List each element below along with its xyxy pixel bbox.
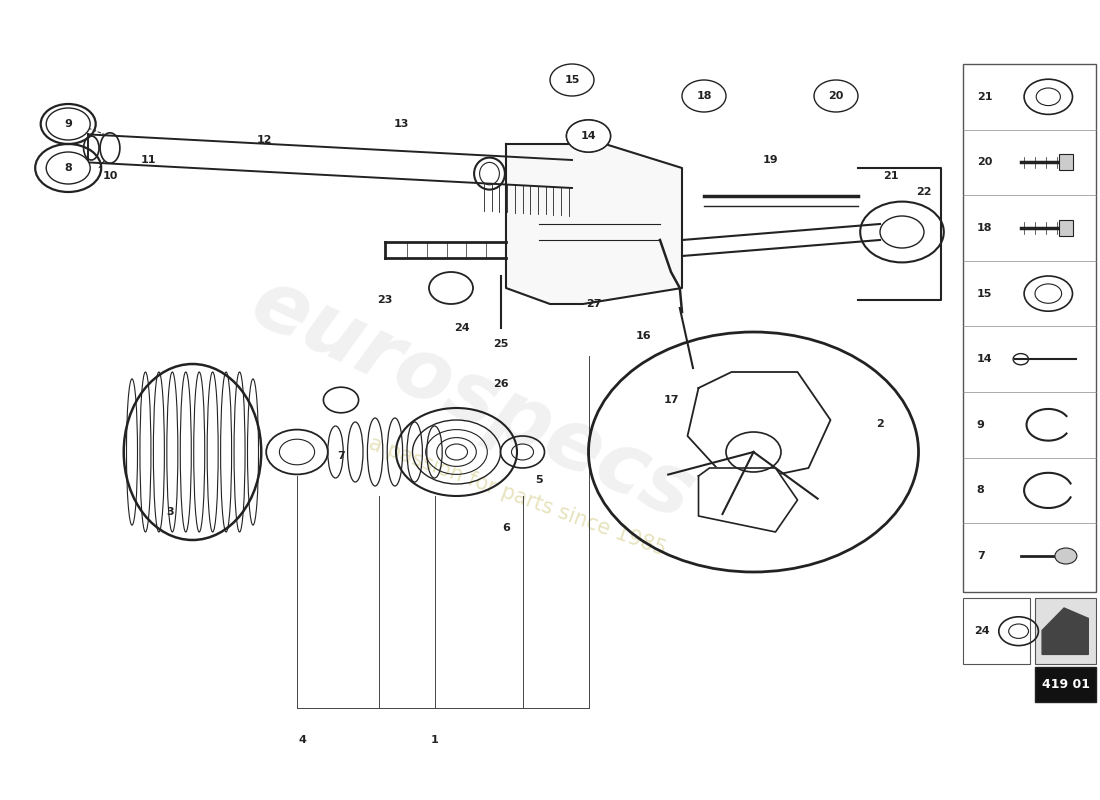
Text: 18: 18 [977,223,992,233]
Text: 18: 18 [696,91,712,101]
Text: 10: 10 [102,171,118,181]
Text: 14: 14 [581,131,596,141]
Text: 4: 4 [298,735,307,745]
Text: a passion for parts since 1985: a passion for parts since 1985 [365,433,669,559]
Text: 15: 15 [564,75,580,85]
Text: 2: 2 [876,419,884,429]
Text: 22: 22 [916,187,932,197]
Text: 16: 16 [636,331,651,341]
Text: 15: 15 [977,289,992,298]
Circle shape [566,120,610,152]
Text: 12: 12 [256,135,272,145]
Text: 7: 7 [977,551,985,561]
Text: 21: 21 [977,92,992,102]
Circle shape [814,80,858,112]
Circle shape [682,80,726,112]
Text: 1: 1 [430,735,439,745]
Bar [1059,220,1072,236]
Text: 419 01: 419 01 [1042,678,1089,691]
Text: 7: 7 [337,451,345,461]
Text: 9: 9 [64,119,73,129]
Text: 24: 24 [975,626,990,636]
Text: 5: 5 [536,475,542,485]
Bar [1035,667,1096,702]
Text: eurospecs: eurospecs [239,262,707,538]
Polygon shape [506,144,682,304]
Text: 14: 14 [977,354,992,364]
Bar [962,64,1096,592]
Polygon shape [698,468,798,532]
Circle shape [429,272,473,304]
Text: 17: 17 [663,395,679,405]
Text: 19: 19 [762,155,778,165]
Circle shape [46,152,90,184]
Text: 20: 20 [828,91,844,101]
Text: 21: 21 [883,171,899,181]
Bar [1035,598,1096,664]
Bar [962,598,1030,664]
Text: 6: 6 [502,523,510,533]
Text: 26: 26 [493,379,508,389]
Text: 8: 8 [64,163,73,173]
Text: 20: 20 [977,158,992,167]
Text: 23: 23 [377,295,393,305]
Text: 8: 8 [977,486,985,495]
Text: 24: 24 [454,323,470,333]
Text: 27: 27 [586,299,602,309]
Polygon shape [688,372,830,484]
Text: 9: 9 [977,420,985,430]
Bar [1059,154,1072,170]
Circle shape [1055,548,1077,564]
Text: 13: 13 [394,119,409,129]
Circle shape [550,64,594,96]
Text: 25: 25 [493,339,508,349]
Polygon shape [1042,608,1088,654]
Circle shape [46,108,90,140]
Text: 11: 11 [141,155,156,165]
Text: 3: 3 [167,507,174,517]
